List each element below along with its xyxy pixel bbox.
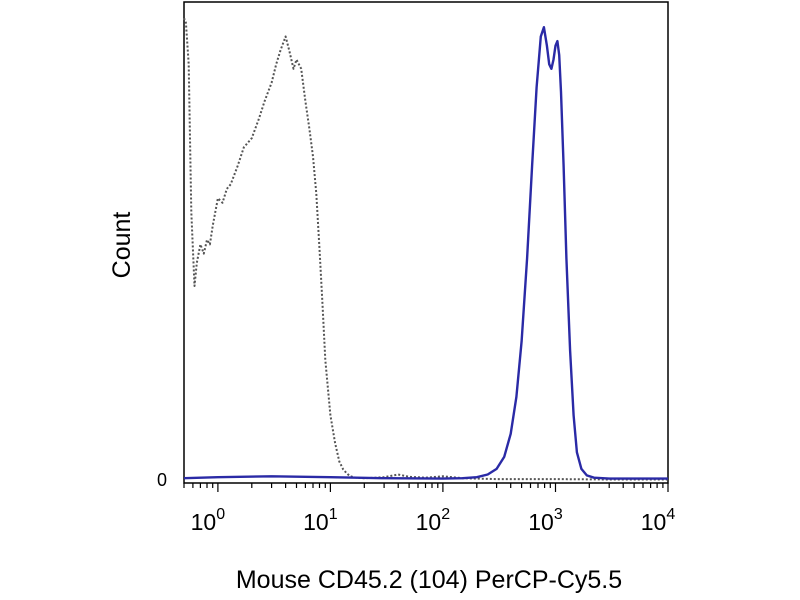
x-tick-label: 102: [416, 506, 451, 535]
series-line-0: [183, 17, 668, 481]
series-line-1: [183, 26, 668, 480]
series-layer: [183, 17, 668, 481]
x-tick-label: 101: [303, 506, 338, 535]
y-zero-label: 0: [157, 470, 167, 490]
x-axis-label: Mouse CD45.2 (104) PerCP-Cy5.5: [236, 566, 622, 594]
x-tick-label: 104: [641, 506, 676, 535]
plot-frame: [183, 1, 669, 484]
x-tick-label: 103: [528, 506, 563, 535]
x-tick-label: 100: [191, 506, 226, 535]
x-ticks: [183, 483, 669, 492]
y-axis-label: Count: [108, 212, 136, 279]
x-tick-labels: 100 101 102 103 104: [191, 506, 676, 535]
